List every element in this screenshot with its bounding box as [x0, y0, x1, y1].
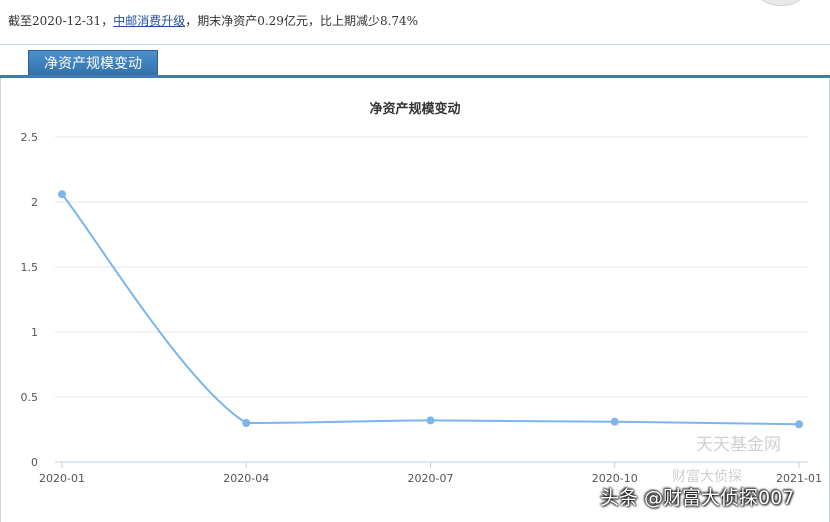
y-tick-label: 2	[31, 196, 38, 209]
watermark-credit: 头条 @财富大侦探007	[600, 487, 795, 509]
chart-title: 净资产规模变动	[369, 101, 460, 117]
x-tick-label: 2020-01	[39, 472, 85, 485]
x-tick-label: 2020-04	[223, 472, 269, 485]
x-tick-label: 2020-10	[592, 472, 638, 485]
x-tick-label: 2020-07	[408, 472, 454, 485]
summary-bar: 截至2020-12-31，中邮消费升级，期末净资产0.29亿元，比上期减少8.7…	[0, 0, 830, 45]
tab-net-asset-scale[interactable]: 净资产规模变动	[28, 50, 158, 78]
y-axis-labels: 0 0.5 1 1.5 2 2.5	[21, 131, 39, 469]
series-line	[61, 193, 800, 426]
summary-prefix: 截至2020-12-31，	[8, 14, 114, 28]
watermark-site: 天天基金网	[696, 435, 781, 455]
data-point[interactable]	[242, 419, 251, 427]
y-tick-label: 0.5	[21, 391, 39, 404]
data-point[interactable]	[610, 417, 619, 426]
x-axis-labels: 2020-01 2020-04 2020-07 2020-10 2021-01	[39, 462, 822, 485]
data-points	[58, 190, 803, 429]
y-tick-label: 0	[31, 456, 38, 469]
tab-underline	[0, 75, 830, 78]
watermark-account: 财富大侦探	[672, 469, 742, 485]
summary-text: 截至2020-12-31，中邮消费升级，期末净资产0.29亿元，比上期减少8.7…	[8, 12, 418, 29]
y-tick-label: 1	[31, 326, 38, 339]
data-point[interactable]	[426, 416, 435, 425]
data-point[interactable]	[58, 190, 66, 199]
summary-suffix: ，期末净资产0.29亿元，比上期减少8.74%	[185, 14, 419, 28]
grid-lines	[55, 136, 808, 463]
fund-name-link[interactable]: 中邮消费升级	[113, 14, 186, 28]
y-tick-label: 2.5	[21, 131, 39, 144]
y-tick-label: 1.5	[21, 261, 39, 274]
x-tick-label: 2021-01	[776, 472, 822, 485]
data-point[interactable]	[795, 420, 803, 429]
